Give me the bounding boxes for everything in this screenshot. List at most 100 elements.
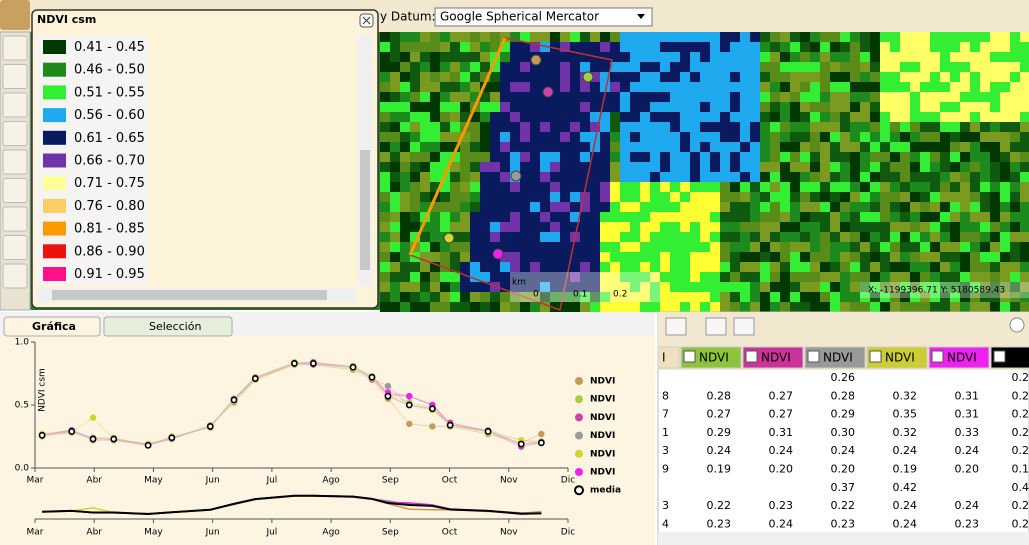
legend-label[interactable]: NDVI	[590, 468, 615, 478]
h-thumb[interactable]	[52, 290, 327, 300]
map-cell	[460, 202, 470, 212]
map-cell	[560, 72, 570, 82]
header-checkbox[interactable]	[993, 350, 1006, 363]
map-cell	[1000, 282, 1010, 292]
media-point[interactable]	[368, 373, 376, 381]
media-point[interactable]	[290, 360, 298, 367]
map-cell	[660, 102, 670, 112]
table-tool-button[interactable]	[705, 317, 727, 336]
column-header[interactable]	[680, 346, 742, 369]
media-point[interactable]	[405, 401, 413, 409]
column-header[interactable]	[804, 346, 866, 369]
header-checkbox[interactable]	[745, 350, 758, 363]
tool-button[interactable]	[2, 35, 28, 61]
map-cell	[710, 152, 720, 162]
media-point[interactable]	[251, 375, 259, 382]
map-cell	[720, 182, 730, 192]
tool-button[interactable]	[2, 263, 28, 289]
header-checkbox[interactable]	[683, 350, 696, 363]
map-cell	[850, 82, 860, 92]
collapse-button[interactable]	[1009, 317, 1025, 333]
media-point[interactable]	[38, 431, 46, 439]
media-point[interactable]	[230, 396, 238, 404]
map-cell	[410, 152, 420, 162]
media-point[interactable]	[309, 360, 317, 367]
map-cell	[380, 192, 390, 202]
map-marker[interactable]	[542, 86, 554, 98]
table-tool-button[interactable]	[665, 317, 687, 336]
column-header[interactable]	[928, 346, 990, 369]
table-tool-button[interactable]	[733, 317, 755, 336]
map-cell	[980, 232, 990, 242]
column-header[interactable]	[866, 346, 928, 369]
data-point[interactable]	[406, 420, 413, 428]
map-cell	[880, 282, 890, 292]
table-h-scrollbar[interactable]	[658, 532, 1029, 545]
media-point[interactable]	[168, 434, 176, 442]
data-point[interactable]	[429, 423, 436, 430]
map-cell	[750, 162, 760, 172]
map-cell	[380, 72, 390, 82]
media-point[interactable]	[144, 441, 152, 449]
data-point[interactable]	[538, 430, 545, 438]
map-cell	[790, 142, 800, 152]
map-cell	[580, 242, 590, 252]
legend-label[interactable]: NDVI	[590, 413, 615, 423]
map-marker[interactable]	[492, 248, 504, 260]
legend-label[interactable]: NDVI	[590, 431, 615, 441]
media-point[interactable]	[484, 428, 492, 435]
media-point[interactable]	[68, 428, 76, 435]
tool-button[interactable]	[2, 235, 28, 260]
media-point[interactable]	[384, 392, 392, 400]
media-point[interactable]	[206, 423, 214, 430]
media-point[interactable]	[110, 435, 118, 443]
tool-button[interactable]	[2, 178, 28, 203]
header-checkbox[interactable]	[931, 350, 944, 363]
map-cell	[750, 282, 760, 292]
header-checkbox[interactable]	[869, 350, 882, 363]
map-marker[interactable]	[530, 54, 542, 66]
tool-button[interactable]	[2, 92, 28, 118]
map-cell	[830, 62, 840, 72]
tool-button[interactable]	[2, 64, 28, 89]
tab[interactable]	[103, 316, 233, 337]
legend-label[interactable]: media	[590, 486, 621, 496]
map-marker[interactable]	[510, 170, 522, 182]
tool-button[interactable]	[2, 206, 28, 232]
data-point[interactable]	[384, 382, 392, 390]
media-point[interactable]	[89, 435, 97, 443]
map-marker[interactable]	[443, 232, 455, 244]
data-point[interactable]	[89, 414, 97, 421]
media-point[interactable]	[517, 440, 525, 448]
media-point[interactable]	[428, 405, 436, 413]
legend-label[interactable]: NDVI	[590, 395, 615, 405]
map-cell	[510, 222, 520, 232]
map-cell	[1000, 212, 1010, 222]
media-point[interactable]	[537, 439, 545, 447]
map-cell	[830, 212, 840, 222]
tool-button[interactable]	[2, 149, 28, 175]
legend-label[interactable]: NDVI	[590, 449, 615, 459]
map-cell	[640, 62, 650, 72]
media-point[interactable]	[446, 421, 454, 429]
tool-icon[interactable]	[0, 0, 30, 30]
tool-button[interactable]	[2, 121, 28, 146]
data-point[interactable]	[406, 392, 413, 400]
map-cell	[660, 32, 670, 42]
map-cell	[890, 92, 900, 102]
column-header[interactable]	[742, 346, 804, 369]
map-cell	[720, 52, 730, 62]
tab[interactable]	[3, 316, 101, 337]
map-cell	[760, 202, 770, 212]
map-cell	[990, 42, 1000, 52]
legend-label[interactable]: NDVI	[590, 377, 615, 387]
header-checkbox[interactable]	[807, 350, 820, 363]
media-point[interactable]	[349, 363, 357, 371]
map-marker[interactable]	[582, 71, 594, 83]
map-cell	[910, 222, 920, 232]
map-cell	[500, 112, 510, 122]
map-cell	[620, 192, 630, 202]
datum-select[interactable]	[434, 7, 653, 27]
v-thumb[interactable]	[360, 150, 370, 270]
column-header[interactable]	[657, 346, 680, 369]
